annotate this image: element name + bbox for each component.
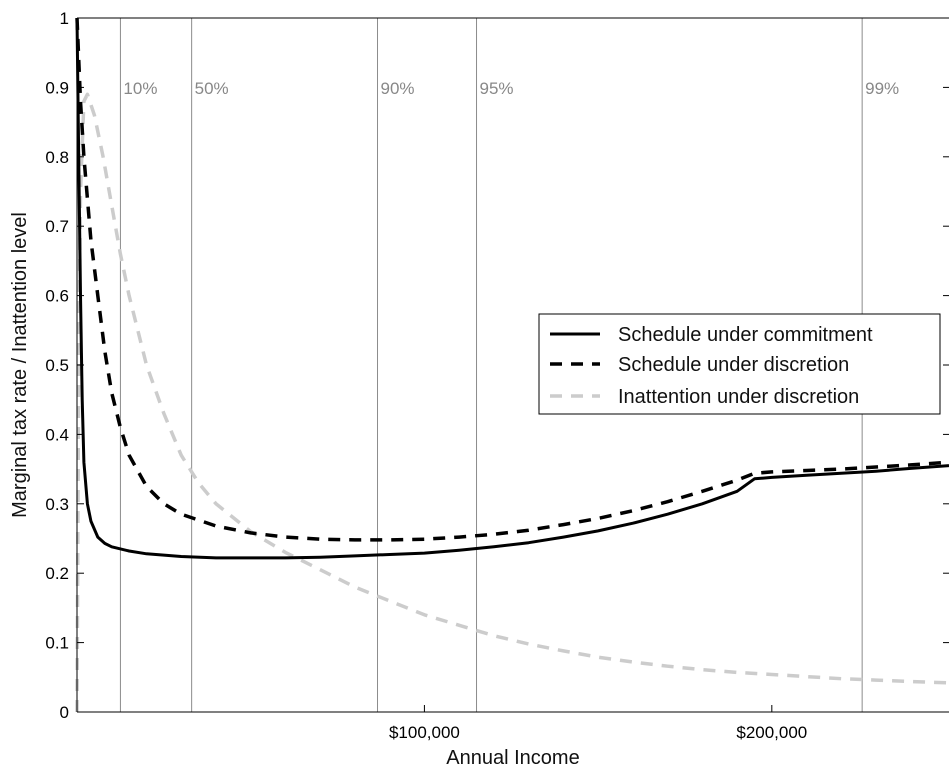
legend: Schedule under commitment Schedule under… [538,313,941,415]
legend-label-discretion: Schedule under discretion [618,354,849,376]
series-line-0 [75,17,949,560]
x-tick-label: $200,000 [736,723,807,742]
y-tick-label: 0.2 [45,564,69,583]
y-tick-label: 1 [60,9,69,28]
y-tick-label: 0.5 [45,356,69,375]
y-axis-title: Marginal tax rate / Inattention level [9,212,31,518]
percentile-label: 50% [195,79,229,98]
y-tick-label: 0.8 [45,148,69,167]
y-tick-label: 0.7 [45,217,69,236]
y-tick-label: 0.1 [45,634,69,653]
legend-label-commitment: Schedule under commitment [618,324,873,346]
percentile-label: 10% [123,79,157,98]
legend-box [538,313,941,415]
y-tick-label: 0.9 [45,78,69,97]
y-tick-label: 0.3 [45,495,69,514]
percentile-label: 90% [381,79,415,98]
series-line-1 [75,17,949,542]
y-ticks: 0 0.1 0.2 0.3 0.4 0.5 0.6 0.7 0.8 0.9 1 [45,9,949,722]
y-tick-label: 0 [60,703,69,722]
percentile-label: 99% [865,79,899,98]
legend-label-inattention: Inattention under discretion [618,386,859,408]
percentile-label: 95% [480,79,514,98]
y-tick-label: 0.4 [45,425,69,444]
x-tick-label: $100,000 [389,723,460,742]
series-line-2 [75,92,949,713]
y-tick-label: 0.6 [45,287,69,306]
series-lines [75,17,949,713]
x-axis-title: Annual Income [446,747,579,769]
x-ticks: $100,000 $200,000 [389,705,807,742]
